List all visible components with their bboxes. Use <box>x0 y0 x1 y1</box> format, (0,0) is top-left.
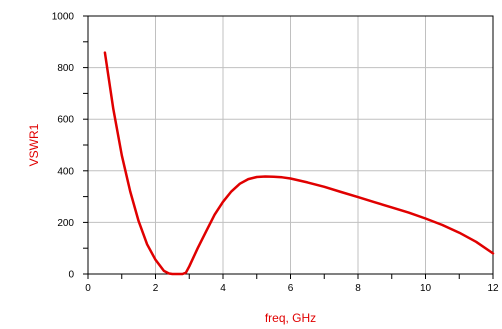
y-tick-label: 1000 <box>52 12 75 23</box>
y-tick-label: 400 <box>57 166 74 177</box>
gridlines <box>87 15 494 275</box>
x-tick-label: 6 <box>288 283 294 294</box>
y-tick-label: 0 <box>68 270 74 281</box>
x-tick-label: 10 <box>420 283 432 294</box>
x-tick-label: 8 <box>355 283 361 294</box>
series-layer <box>103 51 495 276</box>
x-tick-label: 0 <box>85 283 91 294</box>
minor-ticks <box>83 15 494 279</box>
y-tick-label: 200 <box>57 218 74 229</box>
y-tick-label: 800 <box>57 63 74 74</box>
x-tick-label: 2 <box>153 283 159 294</box>
x-tick-label: 4 <box>220 283 226 294</box>
y-tick-label: 600 <box>57 115 74 126</box>
tick-labels: 0 2 4 6 8 10 12 0 200 400 600 800 1000 <box>52 12 499 295</box>
y-axis-label: VSWR1 <box>27 123 41 166</box>
vswr-series-line <box>103 51 495 276</box>
x-axis-label: freq, GHz <box>265 311 316 325</box>
plot-frame <box>87 15 494 275</box>
x-tick-label: 12 <box>487 283 499 294</box>
